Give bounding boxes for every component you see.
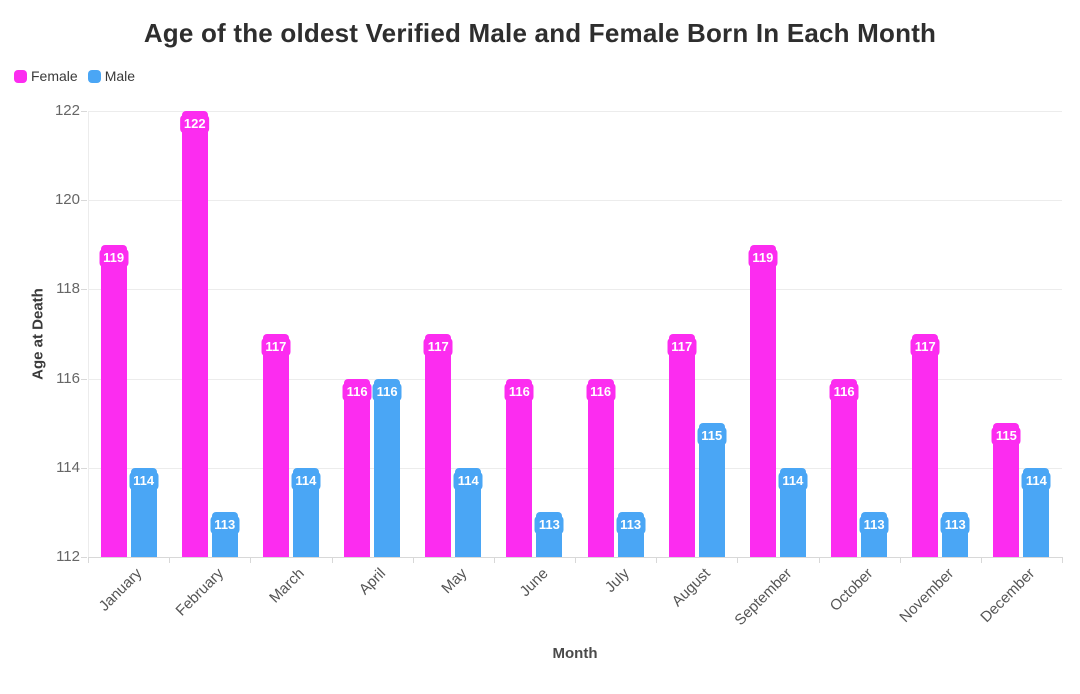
x-tick-label-march: March [266, 565, 308, 607]
x-axis-title: Month [552, 645, 598, 662]
y-tick-label-114: 114 [56, 458, 80, 476]
bar-value-label-male-october: 113 [859, 516, 889, 535]
bar-female-august [668, 334, 695, 557]
bar-value-label-male-november: 113 [940, 516, 970, 535]
bar-value-label-female-september: 119 [748, 248, 778, 267]
y-tick-mark [81, 467, 87, 469]
x-tick-mark [575, 557, 576, 563]
bar-value-label-female-may: 117 [423, 338, 453, 356]
bar-male-august [698, 423, 725, 557]
bar-value-label-male-april: 116 [372, 382, 402, 401]
y-tick-label-112: 112 [56, 548, 80, 565]
x-tick-mark [899, 557, 901, 563]
y-tick-label-120: 120 [54, 191, 80, 209]
bar-value-label-female-january: 119 [99, 248, 129, 267]
x-tick-mark [169, 557, 171, 563]
bar-value-label-male-june: 113 [534, 516, 564, 535]
legend-item-female[interactable]: Female [14, 68, 78, 84]
x-tick-mark [412, 557, 414, 563]
bar-value-label-female-november: 117 [910, 338, 940, 356]
bar-value-label-male-may: 114 [453, 471, 483, 490]
bar-value-label-female-august: 117 [667, 338, 697, 356]
bar-value-label-male-august: 115 [697, 427, 727, 446]
y-axis-line [88, 111, 89, 557]
y-tick-mark [81, 111, 87, 112]
x-tick-label-june: June [516, 565, 552, 601]
x-tick-label-october: October [826, 565, 877, 615]
bar-value-label-female-december: 115 [991, 427, 1021, 446]
x-tick-mark [331, 557, 333, 563]
x-tick-label-december: December [977, 565, 1039, 626]
x-tick-mark [1062, 557, 1063, 563]
x-tick-label-november: November [896, 565, 958, 626]
x-tick-label-may: May [438, 565, 471, 598]
legend-label-male: Male [104, 68, 136, 84]
male-swatch-icon [87, 69, 101, 83]
bar-value-label-male-january: 114 [129, 471, 159, 490]
x-tick-mark [980, 557, 982, 563]
x-tick-label-august: August [668, 565, 714, 611]
y-tick-label-122: 122 [54, 102, 80, 119]
bar-female-february [181, 111, 208, 557]
x-tick-label-february: February [172, 565, 227, 620]
bar-female-november [912, 334, 939, 557]
female-swatch-icon [14, 69, 27, 83]
gridline-y-120 [88, 200, 1062, 202]
bar-value-label-male-february: 113 [210, 516, 240, 535]
bar-value-label-male-july: 113 [616, 516, 646, 535]
bar-value-label-female-july: 116 [586, 382, 616, 401]
bar-female-october [831, 378, 858, 557]
bar-value-label-female-february: 122 [179, 115, 210, 133]
y-tick-mark [81, 200, 87, 202]
chart-title: Age of the oldest Verified Male and Fema… [143, 18, 937, 48]
x-tick-mark [250, 557, 252, 563]
y-tick-mark [81, 378, 87, 380]
gridline-y-118 [88, 289, 1062, 291]
bar-female-march [262, 334, 289, 557]
bar-female-april [344, 378, 371, 557]
y-tick-mark [81, 557, 87, 558]
bar-female-may [425, 334, 452, 557]
bar-value-label-male-september: 114 [778, 471, 808, 490]
gridline-y-116 [88, 378, 1062, 380]
bar-value-label-female-april: 116 [342, 382, 372, 401]
bar-value-label-female-october: 116 [829, 382, 859, 401]
x-tick-mark [818, 557, 820, 563]
legend: Female Male [14, 68, 135, 84]
bar-female-september [749, 244, 776, 557]
bar-female-january [100, 244, 127, 557]
x-tick-label-july: July [601, 565, 633, 596]
x-tick-mark [656, 557, 658, 563]
x-tick-mark [88, 557, 89, 563]
legend-label-female: Female [31, 68, 78, 84]
bar-male-april [374, 378, 401, 557]
bar-value-label-female-june: 116 [504, 382, 534, 401]
y-tick-mark [81, 289, 87, 291]
bar-female-june [506, 378, 533, 557]
x-tick-label-september: September [731, 565, 795, 629]
y-axis-title: Age at Death [29, 288, 47, 380]
x-tick-mark [737, 557, 739, 563]
x-tick-mark [493, 557, 495, 563]
bar-female-july [587, 378, 614, 557]
bar-female-december [993, 423, 1020, 557]
legend-item-male[interactable]: Male [87, 68, 136, 84]
x-tick-label-january: January [95, 565, 146, 615]
bar-value-label-male-december: 114 [1021, 471, 1051, 490]
bar-value-label-female-march: 117 [261, 338, 291, 356]
gridline-y-114 [88, 467, 1062, 469]
x-tick-label-april: April [355, 565, 390, 599]
bar-value-label-male-march: 114 [291, 471, 321, 490]
y-tick-label-116: 116 [56, 369, 80, 387]
gridline-y-122 [88, 111, 1062, 112]
y-tick-label-118: 118 [56, 280, 80, 298]
